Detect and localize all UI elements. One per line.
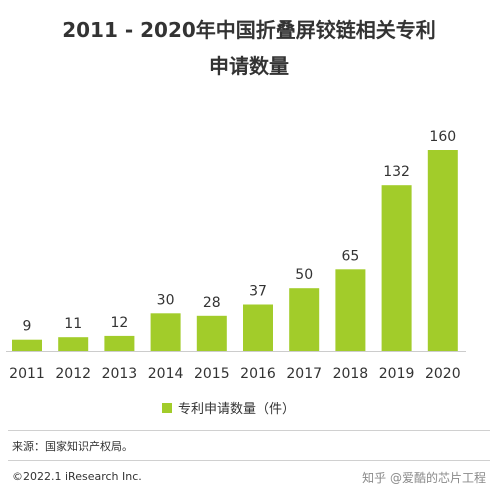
value-label-2013: 12 (110, 315, 128, 331)
value-label-2016: 37 (249, 284, 267, 300)
bar-2013 (104, 335, 135, 351)
value-label-2017: 50 (295, 267, 313, 283)
value-label-2014: 30 (157, 292, 175, 308)
bar-2019 (381, 185, 412, 351)
divider-bottom (8, 460, 490, 461)
tick-label-2011: 2011 (9, 366, 45, 382)
source-note: 来源：国家知识产权局。 (12, 440, 133, 453)
bar-2017 (289, 288, 320, 351)
value-label-2015: 28 (203, 295, 221, 311)
tick-label-2016: 2016 (240, 366, 276, 382)
bar-2016 (243, 304, 273, 351)
tick-label-2019: 2019 (379, 366, 415, 382)
tick-label-2015: 2015 (194, 366, 230, 382)
value-label-2019: 132 (383, 164, 410, 180)
bar-2012 (58, 337, 89, 351)
value-label-2018: 65 (341, 248, 359, 264)
value-label-2012: 11 (64, 316, 82, 332)
bar-2018 (335, 269, 366, 351)
tick-label-2017: 2017 (286, 366, 322, 382)
tick-label-2013: 2013 (102, 366, 138, 382)
bar-2015 (196, 315, 227, 351)
legend-label: 专利申请数量（件） (178, 402, 296, 417)
watermark: 知乎 @爱酷的芯片工程 (362, 471, 486, 485)
bar-chart: 9 2011 11 2012 12 2013 30 2014 28 2015 37 2016 50 201… (6, 129, 466, 382)
chart-title-line-1: 2011 - 2020年中国折叠屏铰链相关专利 (62, 18, 436, 42)
divider-top (8, 430, 490, 431)
legend: 专利申请数量（件） (162, 398, 295, 417)
value-label-2011: 9 (23, 319, 32, 335)
tick-label-2018: 2018 (333, 366, 369, 382)
tick-label-2020: 2020 (425, 366, 461, 382)
bar-2014 (150, 313, 181, 351)
legend-swatch (162, 402, 172, 413)
tick-label-2014: 2014 (148, 366, 184, 382)
value-label-2020: 160 (429, 129, 456, 145)
bar-2011 (12, 339, 42, 351)
chart-title-line-2: 申请数量 (209, 54, 289, 78)
copyright: ©2022.1 iResearch Inc. (12, 470, 142, 483)
bar-2020 (427, 150, 458, 351)
tick-label-2012: 2012 (55, 366, 91, 382)
